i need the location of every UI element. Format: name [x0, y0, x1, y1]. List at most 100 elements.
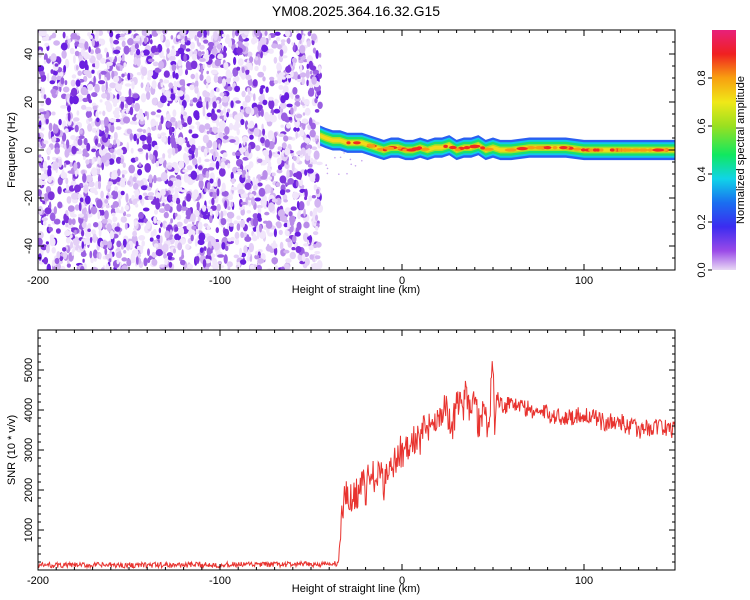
noise-dot: [163, 253, 168, 259]
noise-dot: [281, 142, 287, 149]
noise-dot: [191, 133, 199, 139]
noise-dot: [225, 34, 230, 40]
noise-dot: [199, 247, 204, 254]
noise-dot: [255, 264, 262, 270]
noise-dot: [288, 116, 293, 121]
noise-dot: [114, 186, 118, 192]
noise-dot: [179, 30, 187, 36]
noise-dot: [43, 94, 47, 100]
noise-dot: [349, 158, 352, 161]
noise-dot: [257, 71, 265, 78]
noise-dot: [244, 120, 249, 130]
x-tick-label: -200: [27, 575, 49, 587]
noise-dot: [314, 250, 321, 255]
noise-dot: [307, 147, 311, 157]
noise-dot: [180, 113, 184, 121]
noise-dot: [307, 236, 313, 241]
noise-dot: [184, 155, 190, 165]
noise-dot: [57, 201, 63, 209]
noise-dot: [50, 34, 55, 39]
noise-dot: [165, 39, 171, 49]
noise-dot: [310, 157, 314, 163]
noise-dot: [252, 217, 259, 227]
noise-dot: [38, 157, 43, 162]
noise-dot: [110, 124, 115, 133]
noise-dot: [145, 220, 151, 230]
noise-dot: [110, 204, 116, 209]
noise-dot: [277, 146, 283, 151]
noise-dot: [188, 125, 195, 130]
spectrogram-y-axis: -40 -20 0 20 40: [23, 29, 675, 271]
chart-title: YM08.2025.364.16.32.G15: [272, 3, 440, 19]
noise-dot: [167, 180, 174, 187]
noise-dot: [194, 86, 199, 94]
noise-dot: [181, 206, 188, 211]
noise-dot: [259, 224, 262, 233]
noise-dot: [305, 69, 310, 79]
noise-dot: [267, 232, 274, 237]
noise-dot: [85, 54, 92, 59]
noise-dot: [90, 206, 98, 215]
noise-dot: [100, 190, 104, 199]
noise-dot: [105, 195, 109, 199]
noise-dot: [98, 80, 106, 85]
noise-dot: [318, 52, 322, 58]
y-tick-label: 2000: [23, 478, 35, 502]
noise-dot: [252, 235, 258, 242]
noise-dot: [126, 128, 133, 135]
noise-dot: [199, 44, 205, 50]
noise-dot: [82, 173, 87, 183]
signal-hotspot: [346, 141, 351, 145]
y-tick-label: 4000: [23, 398, 35, 422]
noise-dot: [107, 240, 112, 249]
noise-dot: [338, 173, 340, 175]
noise-dot: [196, 168, 200, 176]
noise-dot: [304, 188, 308, 198]
snr-background: [38, 330, 675, 570]
noise-dot: [120, 206, 124, 213]
noise-dot: [307, 163, 313, 168]
signal-hotspot: [534, 146, 544, 150]
signal-hotspot: [640, 148, 649, 152]
noise-dot: [102, 148, 108, 153]
noise-dot: [121, 170, 128, 175]
noise-dot: [138, 162, 142, 167]
noise-dot: [262, 128, 266, 136]
noise-dot: [170, 48, 177, 57]
noise-dot: [42, 111, 47, 115]
noise-dot: [116, 63, 121, 67]
noise-dot: [47, 165, 52, 170]
noise-dot: [163, 70, 170, 78]
noise-dot: [91, 158, 95, 165]
noise-dot: [174, 187, 178, 194]
noise-dot: [195, 72, 199, 81]
noise-dot: [177, 226, 185, 236]
x-tick-label: 0: [399, 575, 405, 587]
noise-dot: [187, 263, 194, 270]
noise-dot: [240, 219, 246, 228]
noise-dot: [122, 173, 125, 178]
noise-dot: [228, 122, 234, 131]
noise-dot: [50, 53, 57, 62]
noise-dot: [287, 220, 291, 230]
noise-dot: [158, 157, 164, 164]
noise-dot: [162, 159, 167, 168]
noise-dot: [164, 230, 170, 239]
noise-dot: [277, 113, 282, 120]
noise-dot: [298, 59, 304, 64]
noise-dot: [109, 118, 117, 123]
noise-dot: [217, 260, 222, 266]
noise-dot: [189, 99, 194, 105]
noise-dot: [243, 245, 248, 254]
noise-dot: [160, 171, 168, 182]
noise-dot: [155, 114, 161, 118]
noise-dot: [40, 127, 45, 131]
noise-dot: [134, 43, 139, 50]
noise-dot: [296, 150, 304, 156]
noise-dot: [79, 197, 84, 203]
noise-dot: [65, 35, 69, 40]
noise-dot: [83, 137, 88, 146]
noise-dot: [191, 153, 195, 160]
noise-dot: [96, 199, 103, 209]
noise-dot: [66, 196, 72, 204]
